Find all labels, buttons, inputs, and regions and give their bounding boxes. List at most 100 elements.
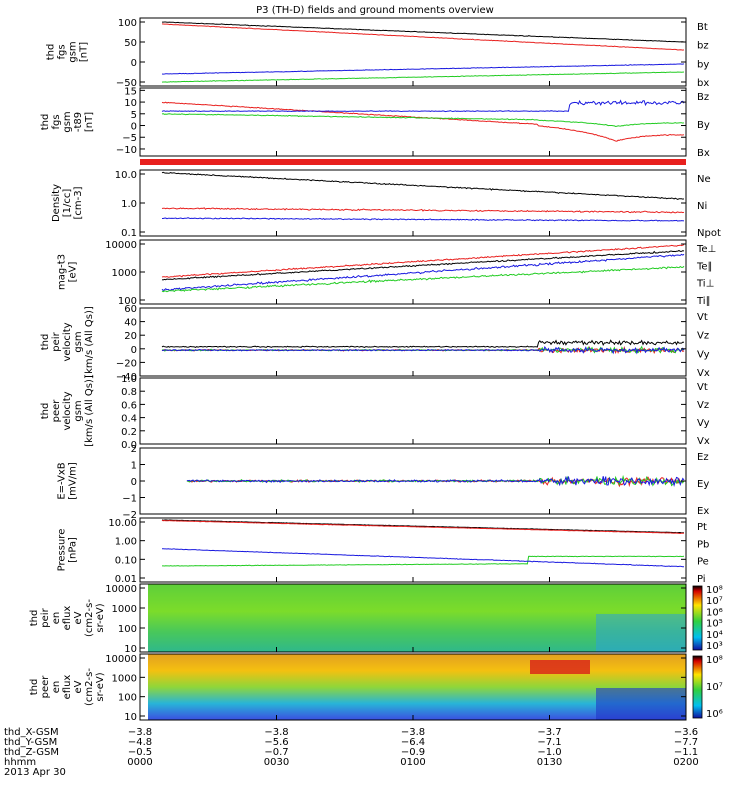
legend-Ne: Ne xyxy=(697,174,711,185)
legend-Pt: Pt xyxy=(697,522,707,533)
ylabel-line: thd xyxy=(29,679,40,696)
xaxis-row-label: thd_Y-GSM xyxy=(4,737,57,748)
ylabel-line: eV xyxy=(73,680,84,693)
ylabel-line: [km/s (All Qs)] xyxy=(84,306,95,378)
figure-title: P3 (TH-D) fields and ground moments over… xyxy=(256,5,494,16)
ylabel-line: eV xyxy=(73,611,84,624)
legend-Bt: Bt xyxy=(697,22,708,33)
colorbar-tick-label: 10⁸ xyxy=(706,655,723,666)
ytick-label: −40 xyxy=(116,372,137,383)
colorbar-tick-label: 10⁴ xyxy=(706,630,723,641)
ytick-label: 0 xyxy=(131,122,137,133)
legend-Vx: Vx xyxy=(697,368,710,379)
ylabel-line: fgs xyxy=(57,44,68,59)
ylabel-line: peer xyxy=(51,399,62,423)
series-line-Vt xyxy=(161,339,685,348)
xaxis-value: −1.0 xyxy=(537,747,561,758)
panel-p8: 10.00 1.00 0.10 0.01 Pressure [nPa] Pt Pb Pe Pi xyxy=(57,517,709,585)
ylabel-line: (cm2-s- xyxy=(84,599,95,637)
ytick-label: 1.00 xyxy=(115,537,137,548)
ytick-label: 10000 xyxy=(105,584,137,595)
xaxis-value: −7.1 xyxy=(537,737,561,748)
ylabel-p8: Pressure [nPa] xyxy=(57,529,79,572)
ytick-label: 40 xyxy=(124,318,137,329)
series-line-bz xyxy=(161,23,685,51)
colorbar-tick-label: 10⁵ xyxy=(706,619,723,630)
colorbar-tick-label: 10⁶ xyxy=(706,709,723,720)
legend-Vz: Vz xyxy=(697,331,709,342)
ytick-label: 10 xyxy=(124,712,137,723)
legend-by: by xyxy=(697,59,709,70)
panel-p1: 100 50 0 −50 thd fgs gsm [nT] Bt bz by bx xyxy=(46,17,709,89)
legend-Npot: Npot xyxy=(697,228,721,239)
legend-Bz: Bz xyxy=(697,92,709,103)
ytick-label: 10.00 xyxy=(108,518,137,529)
ytick-label: 10.0 xyxy=(115,170,137,181)
legend-Te⊥: Te⊥ xyxy=(696,244,716,255)
series-line-Ti-par xyxy=(161,265,685,293)
ylabel-line: eflux xyxy=(62,606,73,631)
ytick-label: 50 xyxy=(124,38,137,49)
legend-Vt: Vt xyxy=(697,312,708,323)
ylabel-line: thd xyxy=(40,403,51,420)
ylabel-line: velocity xyxy=(62,391,73,430)
panel-frame xyxy=(139,169,687,237)
panel-frame xyxy=(139,17,687,87)
ytick-label: −10 xyxy=(116,145,137,156)
xaxis-value: −1.1 xyxy=(674,747,698,758)
series-line-Te-perp xyxy=(161,244,685,278)
legend-Ex: Ex xyxy=(697,506,709,517)
xaxis-value: −0.5 xyxy=(128,747,152,758)
series-line-Bx xyxy=(161,99,685,113)
ytick-label: 0 xyxy=(131,477,137,488)
ytick-label: −1 xyxy=(122,494,137,505)
xaxis-value: −0.7 xyxy=(264,747,288,758)
ytick-label: 0 xyxy=(131,58,137,69)
heatmap-hotspot xyxy=(530,660,590,674)
ytick-label: 0.0 xyxy=(121,440,137,451)
colorbar-tick-label: 10⁶ xyxy=(706,607,723,618)
panel-frame xyxy=(139,517,687,583)
ylabel-line: -t89 xyxy=(73,112,84,132)
ylabel-line: gsm xyxy=(62,111,73,132)
legend-Vx: Vx xyxy=(697,436,710,447)
xaxis-value: 0030 xyxy=(264,757,289,768)
ytick-label: 1000 xyxy=(112,673,137,684)
ytick-label: 2 xyxy=(131,444,137,455)
series-line-Pt xyxy=(161,519,684,534)
ylabel-line: gsm xyxy=(73,331,84,352)
legend-Ti⊥: Ti⊥ xyxy=(696,279,714,290)
ylabel-line: Density xyxy=(51,184,62,222)
ytick-label: 100 xyxy=(118,18,137,29)
xaxis-value: −6.4 xyxy=(401,737,425,748)
xaxis-value: 0130 xyxy=(537,757,562,768)
panel-frame xyxy=(139,377,687,445)
ytick-label: 100 xyxy=(118,624,137,635)
legend-bx: bx xyxy=(697,78,709,89)
legend-Pe: Pe xyxy=(697,557,709,568)
ytick-label: 20 xyxy=(124,331,137,342)
legend-bz: bz xyxy=(697,41,709,52)
xaxis-value: −3.6 xyxy=(674,727,698,738)
xaxis-value: −3.7 xyxy=(537,727,561,738)
colorbar-p9 xyxy=(692,585,703,651)
ylabel-line: (cm2-s- xyxy=(84,668,95,706)
ylabel-p7: E=-VxB [mV/m] xyxy=(57,462,79,500)
ylabel-line: fgs xyxy=(51,114,62,129)
ylabel-line: [eV] xyxy=(68,262,79,283)
xaxis-value: −3.8 xyxy=(128,727,152,738)
ylabel-p3: Density [1/cc] [cm-3] xyxy=(51,184,84,222)
ytick-label: 1.0 xyxy=(121,199,137,210)
legend-Bx: Bx xyxy=(697,148,710,159)
colorbar-tick-label: 10³ xyxy=(706,641,723,652)
legend-Vt: Vt xyxy=(697,382,708,393)
ytick-label: 10 xyxy=(124,644,137,655)
colorbar-tick-label: 10⁷ xyxy=(706,596,723,607)
ytick-label: 0.01 xyxy=(115,574,137,585)
ytick-label: 10 xyxy=(124,98,137,109)
xaxis-value: −0.9 xyxy=(401,747,425,758)
ylabel-line: peer xyxy=(40,675,51,699)
